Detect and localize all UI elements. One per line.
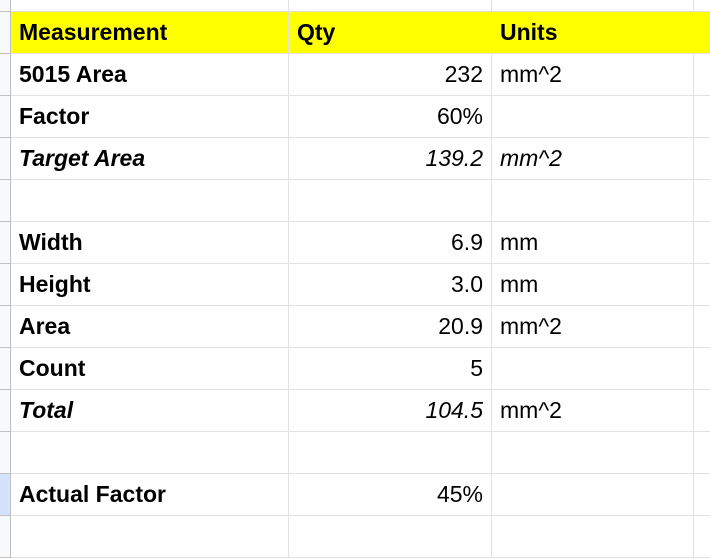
cell-measurement[interactable] (11, 180, 289, 221)
cell-qty[interactable]: 3.0 (289, 264, 492, 305)
row-header[interactable] (0, 474, 11, 516)
row-header[interactable] (0, 0, 11, 12)
cell[interactable] (492, 0, 694, 11)
cell[interactable] (694, 432, 710, 473)
cell[interactable] (694, 306, 710, 347)
cell[interactable] (694, 222, 710, 263)
cell-measurement[interactable]: Target Area (11, 138, 289, 179)
cell[interactable] (694, 138, 710, 179)
cell-qty[interactable]: 6.9 (289, 222, 492, 263)
cell[interactable] (289, 0, 492, 11)
table-row[interactable]: Count 5 (11, 348, 710, 390)
cell-units[interactable] (492, 348, 694, 389)
cell-units[interactable] (492, 96, 694, 137)
cell-qty[interactable]: 45% (289, 474, 492, 515)
cell-qty[interactable] (289, 432, 492, 473)
table-row-top[interactable] (11, 0, 710, 12)
cell-measurement[interactable]: Actual Factor (11, 474, 289, 515)
cell-units[interactable] (492, 432, 694, 473)
header-measurement[interactable]: Measurement (11, 12, 289, 53)
cell-units[interactable]: mm^2 (492, 138, 694, 179)
cell-measurement[interactable]: 5015 Area (11, 54, 289, 95)
cell-measurement[interactable]: Count (11, 348, 289, 389)
cell-measurement[interactable]: Width (11, 222, 289, 263)
row-header[interactable] (0, 306, 11, 348)
cell-measurement[interactable]: Area (11, 306, 289, 347)
table-row[interactable]: Width 6.9 mm (11, 222, 710, 264)
cell-qty[interactable]: 104.5 (289, 390, 492, 431)
row-header[interactable] (0, 264, 11, 306)
cell[interactable] (694, 96, 710, 137)
row-header[interactable] (0, 138, 11, 180)
table-row[interactable]: 5015 Area 232 mm^2 (11, 54, 710, 96)
table-row[interactable]: Height 3.0 mm (11, 264, 710, 306)
cell[interactable] (694, 516, 710, 557)
cell-qty[interactable] (289, 516, 492, 557)
cell-qty[interactable]: 5 (289, 348, 492, 389)
row-header[interactable] (0, 12, 11, 54)
row-header[interactable] (0, 432, 11, 474)
cell-qty[interactable]: 60% (289, 96, 492, 137)
header-row[interactable]: Measurement Qty Units (11, 12, 710, 54)
cell-measurement[interactable] (11, 432, 289, 473)
cell-measurement[interactable]: Factor (11, 96, 289, 137)
cell[interactable] (694, 12, 710, 53)
cell-measurement[interactable]: Total (11, 390, 289, 431)
row-header[interactable] (0, 348, 11, 390)
cell-qty[interactable]: 232 (289, 54, 492, 95)
row-header[interactable] (0, 96, 11, 138)
row-header[interactable] (0, 180, 11, 222)
table-row[interactable] (11, 516, 710, 558)
cell-units[interactable] (492, 180, 694, 221)
cell[interactable] (11, 0, 289, 11)
cell-units[interactable]: mm (492, 222, 694, 263)
table-row[interactable]: Area 20.9 mm^2 (11, 306, 710, 348)
table-row[interactable]: Actual Factor 45% (11, 474, 710, 516)
cell-units[interactable]: mm^2 (492, 390, 694, 431)
cell-units[interactable] (492, 516, 694, 557)
header-units[interactable]: Units (492, 12, 694, 53)
table-row[interactable]: Target Area 139.2 mm^2 (11, 138, 710, 180)
cell-qty[interactable]: 139.2 (289, 138, 492, 179)
cell[interactable] (694, 0, 710, 11)
table-row[interactable]: Factor 60% (11, 96, 710, 138)
cell-qty[interactable] (289, 180, 492, 221)
row-header[interactable] (0, 54, 11, 96)
cell-measurement[interactable]: Height (11, 264, 289, 305)
cell[interactable] (694, 54, 710, 95)
table-row[interactable] (11, 180, 710, 222)
cell[interactable] (694, 390, 710, 431)
cell-qty[interactable]: 20.9 (289, 306, 492, 347)
cell-measurement[interactable] (11, 516, 289, 557)
cell-units[interactable]: mm^2 (492, 306, 694, 347)
cell[interactable] (694, 264, 710, 305)
cell-units[interactable]: mm^2 (492, 54, 694, 95)
cell-units[interactable] (492, 474, 694, 515)
cell-units[interactable]: mm (492, 264, 694, 305)
cell[interactable] (694, 348, 710, 389)
cell[interactable] (694, 180, 710, 221)
cell[interactable] (694, 474, 710, 515)
row-header[interactable] (0, 222, 11, 264)
table-row[interactable] (11, 432, 710, 474)
header-qty[interactable]: Qty (289, 12, 492, 53)
row-header[interactable] (0, 516, 11, 558)
row-header[interactable] (0, 390, 11, 432)
table-row[interactable]: Total 104.5 mm^2 (11, 390, 710, 432)
